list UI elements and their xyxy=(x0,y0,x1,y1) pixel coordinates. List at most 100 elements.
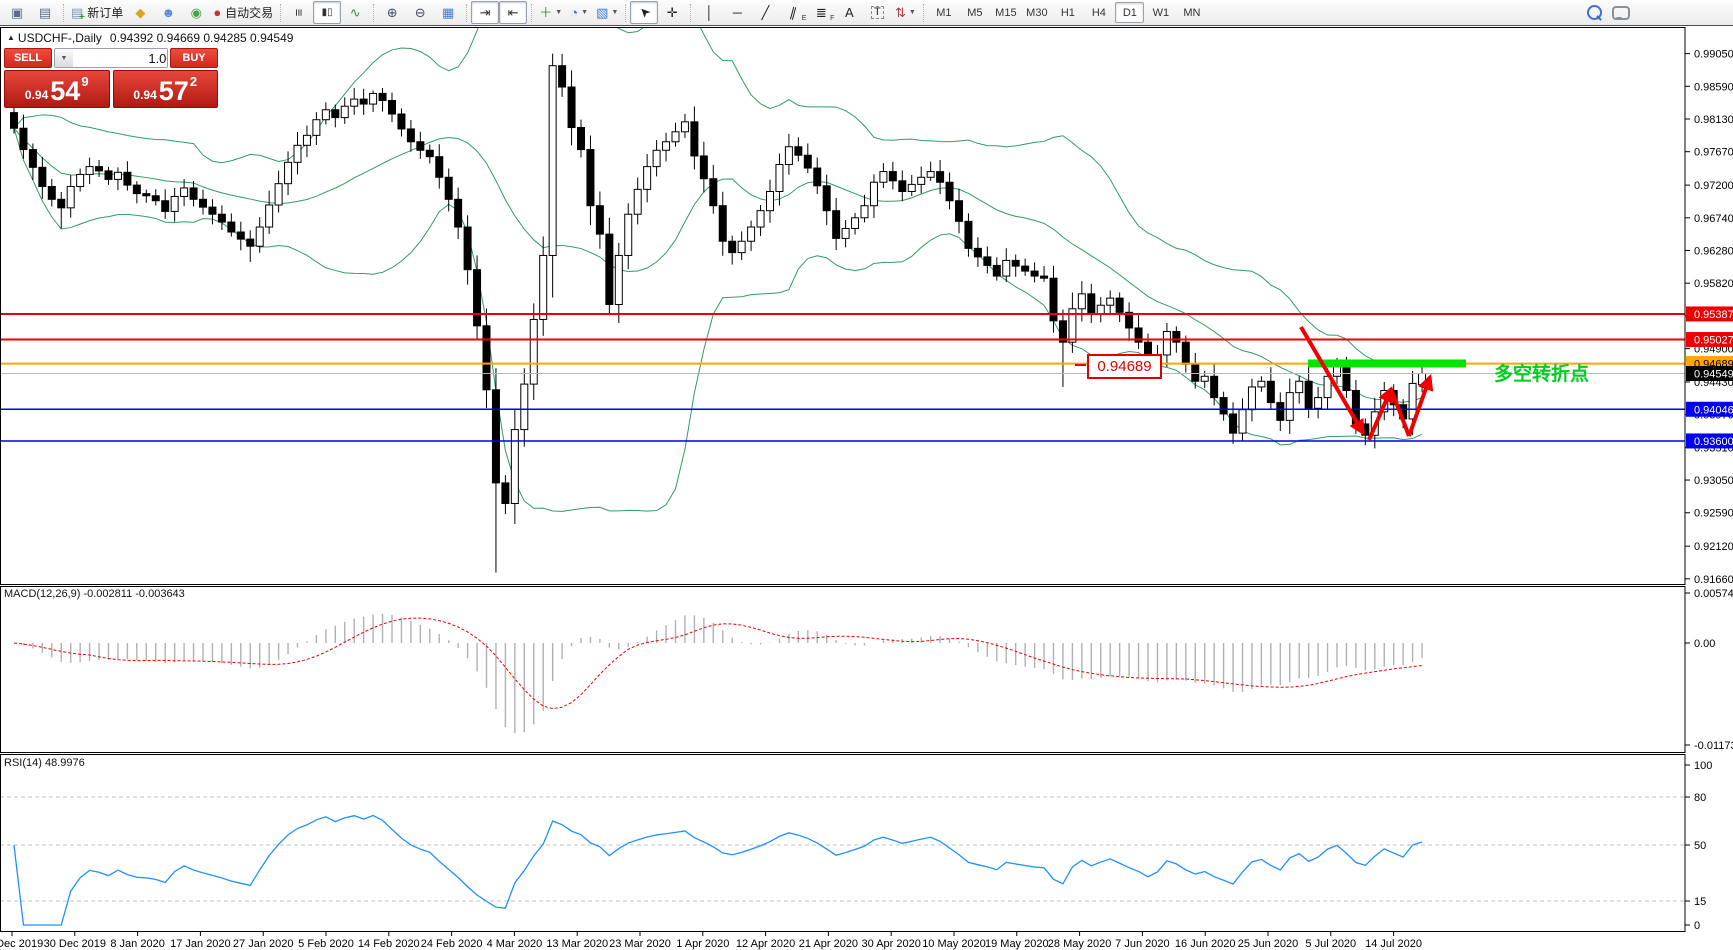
timeframe-m5-button[interactable]: M5 xyxy=(967,6,983,19)
svg-text:0.98130: 0.98130 xyxy=(1694,114,1733,126)
market-watch-button[interactable]: ☻ xyxy=(154,1,182,24)
timeframe-m1-button[interactable]: M1 xyxy=(936,6,952,19)
svg-text:50: 50 xyxy=(1694,840,1706,852)
arrows-button[interactable]: ⇅ ▼ xyxy=(891,1,919,24)
svg-text:0.93600: 0.93600 xyxy=(1694,436,1733,448)
toolbar-right xyxy=(1587,5,1630,20)
svg-text:0.94549: 0.94549 xyxy=(1694,369,1733,381)
periods-icon: ◔ xyxy=(570,5,579,20)
templates-button[interactable]: ▧ ▼ xyxy=(593,1,621,24)
indicators-button[interactable]: ＋ ▼ xyxy=(536,1,565,24)
timeframe-d1-button[interactable]: D1 xyxy=(1115,2,1145,23)
metaeditor-button[interactable]: ◆ xyxy=(126,1,154,24)
text-label-button[interactable]: T xyxy=(863,1,891,24)
svg-text:30 Apr 2020: 30 Apr 2020 xyxy=(862,938,921,950)
symbol-title: ▲ USDCHF-,Daily 0.94392 0.94669 0.94285 0.… xyxy=(7,31,293,45)
toolbar-separator xyxy=(466,3,468,22)
horizontal-line-button[interactable]: ─ xyxy=(723,1,751,24)
timeframe-toolbar: M1 M5 M15 M30 H1 H4 D1 W1 MN xyxy=(928,2,1207,23)
svg-text:25 Jun 2020: 25 Jun 2020 xyxy=(1238,938,1299,950)
horizontal-line-price-flag[interactable]: 0.94689 xyxy=(1087,354,1162,379)
chat-icon[interactable] xyxy=(1612,5,1630,20)
green-support-bar[interactable] xyxy=(1308,359,1466,368)
current-price-badge: 0.94549 xyxy=(1686,366,1733,382)
macd-signal-line xyxy=(13,617,1423,710)
buy-price-big: 57 xyxy=(158,76,189,106)
new-order-button[interactable]: ▤ + 新订单 xyxy=(68,1,126,24)
auto-scroll-button[interactable]: ⇥ xyxy=(471,1,500,24)
timeframe-m30-button[interactable]: M30 xyxy=(1026,6,1048,19)
candlestick-chart-button[interactable]: ▮▯ xyxy=(313,1,342,24)
autotrading-button[interactable]: ● 自动交易 xyxy=(210,1,276,24)
svg-text:13 Mar 2020: 13 Mar 2020 xyxy=(546,938,608,950)
chart-shift-button[interactable]: ⇤ xyxy=(499,1,528,24)
market-watch-icon: ☻ xyxy=(161,5,176,20)
svg-text:20 Dec 2019: 20 Dec 2019 xyxy=(0,938,43,950)
timeframe-mn-button[interactable]: MN xyxy=(1183,6,1201,19)
toolbar-separator xyxy=(690,3,692,22)
turning-point-annotation[interactable]: 多空转折点 xyxy=(1494,364,1590,385)
cursor-button[interactable]: ➤ xyxy=(630,1,659,24)
equidistant-channel-button[interactable]: ∥ E xyxy=(779,1,807,24)
sell-button[interactable]: SELL xyxy=(4,48,52,68)
new-chart-button[interactable]: ▣ xyxy=(3,1,31,24)
vertical-line-button[interactable]: │ xyxy=(695,1,723,24)
volume-decrease-button[interactable]: ▼ xyxy=(55,49,73,67)
svg-text:21 Apr 2020: 21 Apr 2020 xyxy=(799,938,858,950)
trendline-button[interactable]: ╱ xyxy=(751,1,779,24)
auto-scroll-icon: ⇥ xyxy=(479,5,491,20)
arrows-icon: ⇅ xyxy=(894,5,906,20)
svg-text:14 Jul 2020: 14 Jul 2020 xyxy=(1365,938,1422,950)
bollinger-bands xyxy=(13,27,1423,512)
profiles-button[interactable]: ▤ xyxy=(31,1,59,24)
text-button[interactable]: A xyxy=(835,1,863,24)
toolbar-buttons: ▣ ▤ ▤ + 新订单 ◆ ☻ ◉ ● 自动交易 ≡ ▮▯ ∿ ⊕ ⊖ ▦ ⇥ ⇤ ＋ ▼ ◔ ▼ ▧ ▼ ➤ ✛ │ ─ ╱ ∥ E ≣ F A… xyxy=(3,1,928,24)
rsi-pane-border xyxy=(0,754,1686,932)
timeframe-h4-button[interactable]: H4 xyxy=(1091,6,1106,19)
toolbar: ▣ ▤ ▤ + 新订单 ◆ ☻ ◉ ● 自动交易 ≡ ▮▯ ∿ ⊕ ⊖ ▦ ⇥ ⇤ ＋ ▼ ◔ ▼ ▧ ▼ ➤ ✛ │ ─ ╱ ∥ E ≣ F A… xyxy=(0,0,1733,26)
svg-text:8 Jan 2020: 8 Jan 2020 xyxy=(110,938,164,950)
sell-quote[interactable]: 0.94 54 9 xyxy=(4,70,110,108)
svg-text:0.96280: 0.96280 xyxy=(1694,245,1733,257)
fibonacci-button[interactable]: ≣ F xyxy=(807,1,835,24)
horizontal-line-objects[interactable] xyxy=(0,312,1685,442)
svg-text:0.00: 0.00 xyxy=(1694,638,1715,650)
horizontal-line-icon: ─ xyxy=(732,5,742,20)
buy-quote[interactable]: 0.94 57 2 xyxy=(112,70,218,108)
collapse-triangle-icon[interactable]: ▲ xyxy=(7,33,15,42)
timeframe-m15-button[interactable]: M15 xyxy=(995,6,1017,19)
svg-text:0.92590: 0.92590 xyxy=(1694,508,1733,520)
buy-price-prefix: 0.94 xyxy=(133,88,157,102)
svg-text:24 Feb 2020: 24 Feb 2020 xyxy=(421,938,483,950)
zoom-in-icon: ⊕ xyxy=(386,5,398,20)
svg-text:7 Jun 2020: 7 Jun 2020 xyxy=(1115,938,1169,950)
svg-text:17 Jan 2020: 17 Jan 2020 xyxy=(170,938,231,950)
rsi-line xyxy=(13,814,1423,926)
svg-text:0.91660: 0.91660 xyxy=(1694,574,1733,586)
crosshair-button[interactable]: ✛ xyxy=(658,1,686,24)
vertical-line-icon: │ xyxy=(705,5,714,20)
timeframe-w1-button[interactable]: W1 xyxy=(1152,6,1170,19)
price-axis[interactable]: 0.99050 0.98590 0.98130 0.97670 0.97200 0.967… xyxy=(1685,49,1733,586)
bar-chart-icon: ≡ xyxy=(291,8,307,17)
zoom-in-button[interactable]: ⊕ xyxy=(378,1,406,24)
buy-button[interactable]: BUY xyxy=(170,48,218,68)
new-order-icon: ▤ xyxy=(71,5,84,20)
bar-chart-button[interactable]: ≡ xyxy=(285,1,313,24)
svg-text:0.005744: 0.005744 xyxy=(1694,588,1733,600)
timeframe-h1-button[interactable]: H1 xyxy=(1060,6,1075,19)
tile-windows-button[interactable]: ▦ xyxy=(434,1,462,24)
line-chart-button[interactable]: ∿ xyxy=(341,1,369,24)
periods-button[interactable]: ◔ ▼ xyxy=(565,1,593,24)
zoom-out-button[interactable]: ⊖ xyxy=(406,1,434,24)
svg-text:-0.011738: -0.011738 xyxy=(1694,740,1733,752)
volume-input[interactable] xyxy=(73,49,167,67)
red-trend-arrows[interactable] xyxy=(1299,325,1434,441)
search-icon[interactable] xyxy=(1587,5,1602,20)
sell-price-prefix: 0.94 xyxy=(24,88,49,102)
signals-button[interactable]: ◉ xyxy=(182,1,210,24)
svg-text:15: 15 xyxy=(1694,896,1706,908)
